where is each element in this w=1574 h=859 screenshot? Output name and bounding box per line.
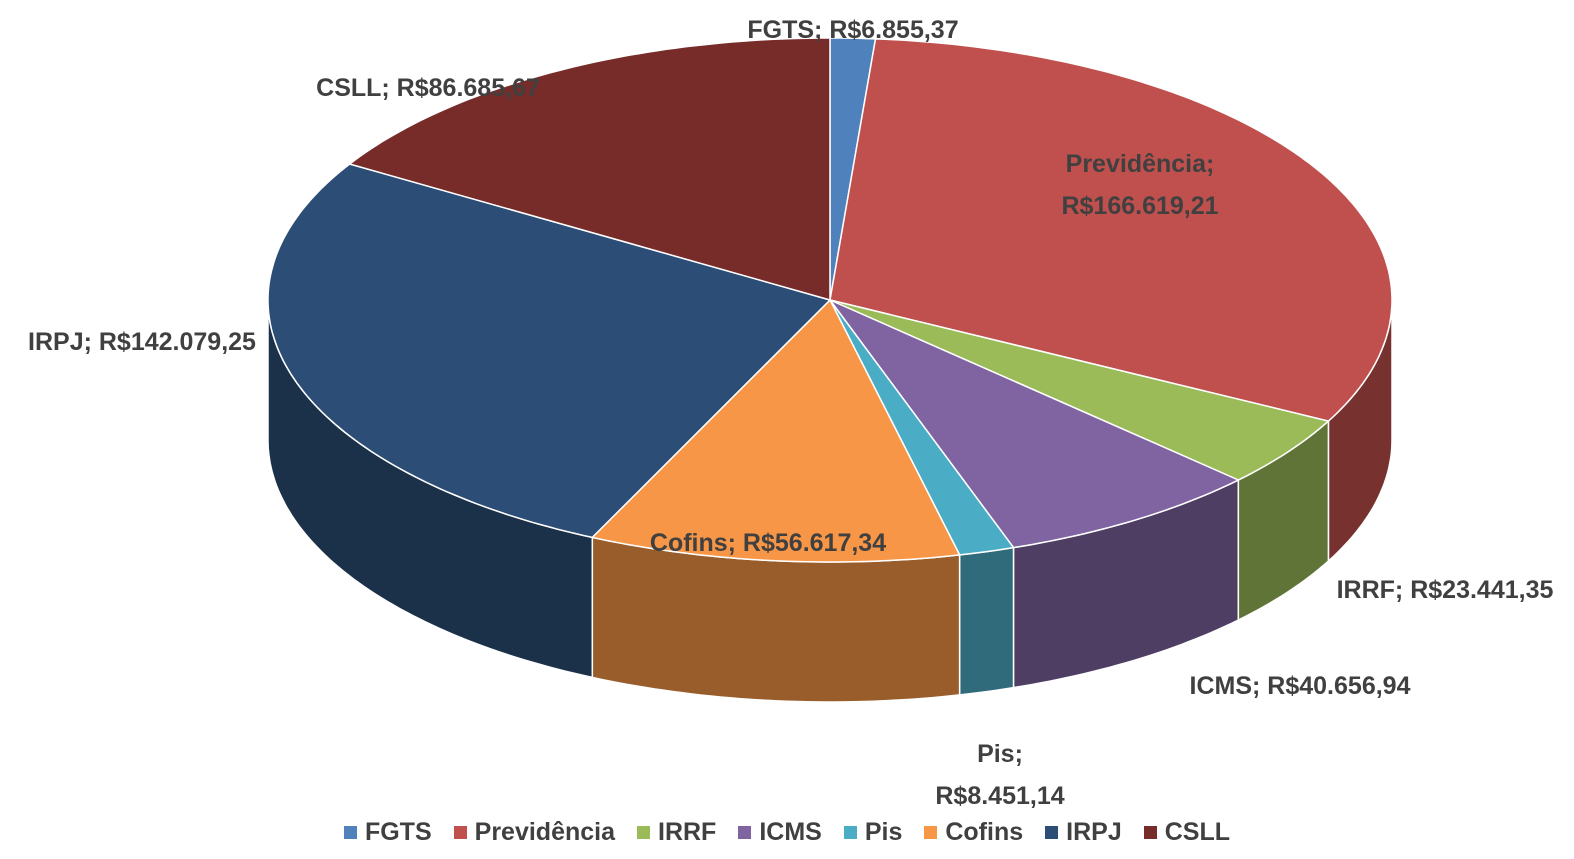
data-label: CSLL; R$86.685,67 bbox=[316, 74, 540, 102]
legend-swatch bbox=[738, 826, 752, 839]
legend-swatch bbox=[637, 826, 650, 839]
legend-item: ICMS bbox=[738, 818, 822, 847]
legend-swatch bbox=[453, 826, 467, 839]
legend-item: FGTS bbox=[343, 818, 432, 847]
data-label: IRRF; R$23.441,35 bbox=[1336, 576, 1554, 604]
legend-item: IRPJ bbox=[1045, 818, 1122, 847]
data-label: Pis; R$8.451,14 bbox=[935, 740, 1065, 810]
data-label: FGTS; R$6.855,37 bbox=[747, 16, 959, 44]
slice bbox=[827, 298, 1241, 549]
legend-label: Cofins bbox=[945, 818, 1024, 846]
legend-swatch bbox=[1143, 826, 1157, 839]
legend-item: Pis bbox=[843, 818, 903, 847]
slice bbox=[348, 37, 831, 301]
data-label: Previdência; R$166.619,21 bbox=[1061, 150, 1219, 220]
legend-swatch bbox=[343, 826, 357, 839]
legend-swatch bbox=[1045, 826, 1059, 839]
legend-label: IRPJ bbox=[1066, 818, 1122, 846]
legend-swatch bbox=[924, 826, 938, 839]
legend-item: IRRF bbox=[637, 818, 716, 847]
legend-item: Previdência bbox=[453, 818, 615, 847]
slice-side bbox=[958, 546, 1015, 696]
slice bbox=[267, 163, 832, 539]
data-label: Cofins; R$56.617,34 bbox=[649, 529, 887, 557]
legend-item: CSLL bbox=[1143, 818, 1231, 847]
legend-label: CSLL bbox=[1164, 818, 1231, 846]
data-label: IRPJ; R$142.079,25 bbox=[28, 328, 256, 356]
data-label: ICMS; R$40.656,94 bbox=[1189, 672, 1411, 700]
legend: FGTS Previdência IRRF ICMS Pis Cofins IRPJ CSLL bbox=[0, 818, 1574, 847]
legend-label: ICMS bbox=[759, 818, 822, 846]
slice bbox=[590, 298, 961, 563]
legend-label: Pis bbox=[864, 818, 903, 846]
slice bbox=[829, 299, 1330, 481]
legend-label: IRRF bbox=[658, 818, 717, 846]
slice bbox=[829, 299, 1015, 556]
legend-label: FGTS bbox=[364, 818, 432, 846]
legend-swatch bbox=[843, 826, 857, 839]
legend-label: Previdência bbox=[474, 818, 615, 846]
slice bbox=[829, 38, 1393, 422]
legend-item: Cofins bbox=[924, 818, 1023, 847]
